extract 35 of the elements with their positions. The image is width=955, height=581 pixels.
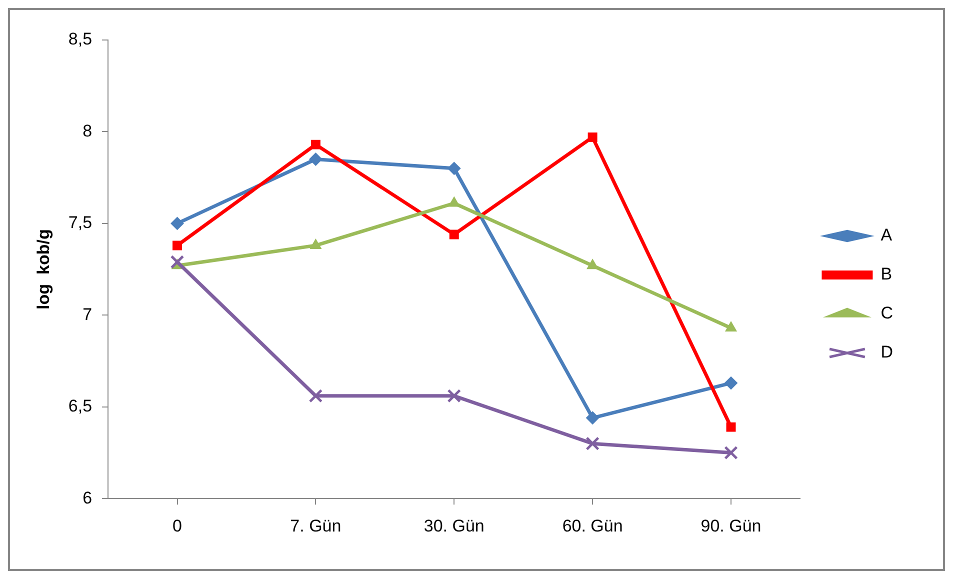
point [172, 240, 182, 250]
point [309, 152, 322, 166]
x-tick-label: 0 [172, 516, 182, 536]
point [310, 238, 322, 249]
point [725, 322, 737, 332]
point [170, 216, 184, 230]
point [726, 422, 736, 432]
y-tick-label: 6 [82, 488, 92, 508]
point [447, 388, 462, 403]
y-axis-title: log kob/g [34, 229, 53, 310]
point [310, 140, 320, 150]
legend-label: B [880, 264, 892, 284]
point [586, 259, 598, 270]
y-tick-label: 6,5 [68, 396, 92, 416]
y-tick-label: 7 [82, 304, 92, 324]
y-tick-label: 7,5 [68, 213, 92, 232]
point [308, 388, 323, 403]
point [586, 411, 600, 424]
point [448, 196, 460, 207]
legend-label: C [880, 304, 894, 323]
y-tick-label: 8,5 [68, 30, 92, 49]
point [449, 230, 459, 240]
point [724, 446, 738, 460]
point [170, 255, 184, 269]
point [588, 132, 598, 142]
point [448, 162, 461, 175]
x-tick-label: 90. Gün [700, 516, 762, 536]
point [724, 376, 738, 390]
y-tick-label: 8 [82, 121, 92, 140]
x-tick-label: 60. Gün [562, 516, 623, 536]
x-tick-label: 30. Gün [424, 516, 484, 536]
legend-label: D [880, 342, 894, 362]
point [586, 436, 600, 450]
legend-label: A [880, 226, 893, 245]
x-tick-label: 7. Gün [290, 516, 342, 536]
